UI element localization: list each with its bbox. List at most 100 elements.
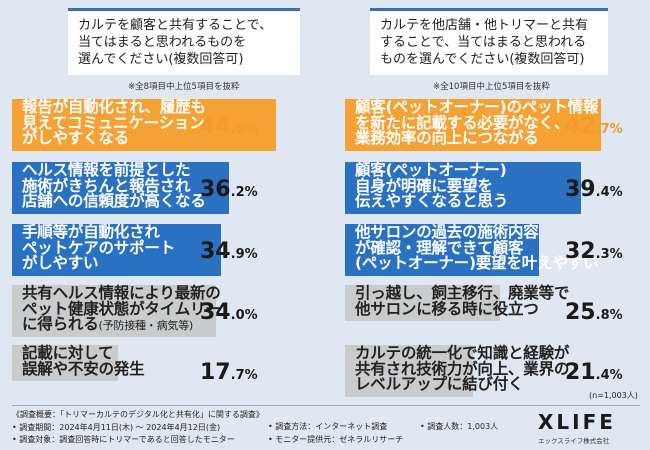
bar-label-left-1: 報告が自動化され、履歴も 見えてコミュニケーション がしやすくなる — [22, 98, 206, 147]
footer-title: 《調査概要：「トリマーカルテのデジタル化と共有化」に関する調査》 — [12, 410, 264, 419]
footer-target: • 調査対象：調査回答時にトリマーであると回答したモニター — [12, 435, 235, 444]
bar-left-3 — [12, 224, 221, 276]
logo-sub-text: エックスライフ株式会社 — [538, 437, 610, 445]
left-title-line-1: カルテを顧客と共有することで、 — [78, 18, 273, 33]
value-integer: 42 — [565, 114, 596, 139]
bar-left-1 — [12, 99, 276, 151]
bar-label-line: 手順等が自動化され — [22, 223, 160, 241]
bar-label-line: 顧客(ペットオーナー)のペット情報 — [355, 98, 599, 116]
left-title-line-3: 選んでください(複数回答可) — [78, 52, 244, 67]
bar-label-line: (ペットオーナー)要望を叶えやすい — [355, 254, 599, 272]
bar-label-line: 共有ヘルス情報により最新の — [22, 284, 221, 302]
bar-label-line: 記載に対して — [22, 344, 114, 362]
value-decimal: .7% — [230, 368, 258, 383]
left-title-line-2: 当てはまると思われるものを — [78, 35, 247, 50]
bar-label-suffix: (予防接種・病気等) — [98, 319, 194, 332]
bar-left-4 — [12, 285, 216, 337]
logo-main-text: XLIFE — [538, 410, 616, 434]
bar-label-line: がしやすくなる — [22, 129, 129, 147]
right-note: ※全10項目中上位5項目を抜粋 — [433, 82, 550, 92]
left-note: ※全8項目中上位5項目を抜粋 — [128, 82, 240, 92]
bar-right-4 — [345, 285, 500, 321]
value-decimal: .0% — [230, 308, 258, 323]
bar-label-line: 自身が明確に要望を — [355, 176, 493, 195]
bar-label-right-4: 引っ越し、飼主移行、廃業等で 他サロンに移る時に役立つ — [355, 284, 570, 318]
bar-label-line: 伝えやすくなると思う — [355, 192, 509, 210]
bar-label-line: 他サロンに移る時に役立つ — [355, 299, 539, 318]
value-decimal: .3% — [595, 247, 623, 262]
footer-divider — [12, 405, 640, 406]
value-decimal: .2% — [230, 185, 258, 200]
bar-label-left-5: 記載に対して 誤解や不安の発生 — [22, 344, 145, 378]
value-decimal: .7% — [595, 122, 623, 137]
value-integer: 21 — [565, 360, 596, 385]
footer-method: • 調査方法：インターネット調査 — [268, 422, 388, 431]
value-decimal: .9% — [230, 247, 258, 262]
bar-label-line: 共有され技術力が向上、業界の — [355, 359, 570, 378]
bar-label-right-5: カルテの統一化で知識と経験が 共有され技術力が向上、業界の レベルアップに結び付く — [355, 344, 570, 393]
bar-label-line: 施術がきちんと報告され — [22, 176, 191, 195]
bar-label-line: を新たに記載する必要がなく、 — [355, 113, 570, 132]
bar-label-line: 引っ越し、飼主移行、廃業等で — [355, 284, 570, 302]
bar-label-left-4: 共有ヘルス情報により最新の ペット健康状態がタイムリー に得られる(予防接種・病気等… — [22, 284, 221, 334]
value-integer: 39 — [565, 177, 596, 202]
left-chart-title: カルテを顧客と共有することで、 当てはまると思われるものを 選んでください(複数… — [68, 8, 300, 75]
footer-count: • 調査人数：1,003人 — [420, 422, 499, 431]
bar-label-left-3: 手順等が自動化され ペットケアのサポート がしやすい — [22, 223, 176, 272]
value-integer: 34 — [200, 300, 231, 325]
value-integer: 34 — [200, 239, 231, 264]
value-integer: 36 — [200, 177, 231, 202]
bar-label-line: 業務効率の向上につながる — [355, 129, 539, 147]
right-chart-title: カルテを他店舗・他トリマーと共有 することで、当てはまると思われる ものを選んで… — [370, 8, 608, 75]
footer-period: • 調査期間：2024年4月11日(木) 〜 2024年4月12日(金) — [12, 422, 221, 432]
bar-value-right-4: 25.8% — [565, 300, 623, 325]
bar-label-right-3: 他サロンの過去の施術内容 が確認・理解できて顧客 (ペットオーナー)要望を叶えやすい — [355, 223, 599, 272]
value-integer: 32 — [565, 239, 596, 264]
bar-label-line: 他サロンの過去の施術内容 — [355, 223, 539, 241]
bar-right-1 — [345, 99, 601, 151]
value-decimal: .8% — [595, 308, 623, 323]
bar-label-line: 見えてコミュニケーション — [22, 113, 205, 132]
bar-value-left-1: 44.0% — [200, 114, 258, 139]
value-decimal: .0% — [230, 122, 258, 137]
value-integer: 44 — [200, 114, 231, 139]
sample-size-note: (n=1,003人) — [589, 391, 638, 400]
bar-right-3 — [345, 224, 539, 276]
bar-right-2 — [345, 162, 581, 214]
bar-label-line: がしやすい — [22, 254, 99, 272]
bar-left-5 — [12, 345, 118, 381]
survey-footer: 《調査概要：「トリマーカルテのデジタル化と共有化」に関する調査》 • 調査期間：… — [12, 409, 264, 447]
bar-value-left-4: 34.0% — [200, 300, 258, 325]
bar-label-line: に得られる(予防接種・病気等) — [22, 315, 194, 333]
bar-label-line: 報告が自動化され、履歴も — [22, 98, 206, 116]
right-title-line-1: カルテを他店舗・他トリマーと共有 — [380, 18, 589, 33]
bar-value-left-2: 36.2% — [200, 177, 258, 202]
bar-label-line: ヘルス情報を前提とした — [22, 161, 191, 179]
right-title-line-2: することで、当てはまると思われる — [380, 35, 587, 50]
bar-value-right-5: 21.4% — [565, 360, 623, 385]
bar-label-line: 店舗への信頼度が高くなる — [22, 192, 206, 210]
bar-label-line: 顧客(ペットオーナー) — [355, 161, 507, 179]
bar-label-left-2: ヘルス情報を前提とした 施術がきちんと報告され 店舗への信頼度が高くなる — [22, 161, 206, 210]
value-integer: 25 — [565, 300, 596, 325]
value-integer: 17 — [200, 360, 231, 385]
value-decimal: .4% — [595, 185, 623, 200]
bar-label-line: ペットケアのサポート — [22, 238, 176, 257]
bar-label-right-2: 顧客(ペットオーナー) 自身が明確に要望を 伝えやすくなると思う — [355, 161, 509, 210]
value-decimal: .4% — [595, 368, 623, 383]
bar-label-right-1: 顧客(ペットオーナー)のペット情報 を新たに記載する必要がなく、 業務効率の向上につ… — [355, 98, 599, 147]
bar-value-right-1: 42.7% — [565, 114, 623, 139]
bar-right-5 — [345, 345, 473, 397]
right-title-line-3: ものを選んでください(複数回答可) — [380, 52, 585, 67]
bar-label-line: レベルアップに結び付く — [355, 375, 524, 393]
bar-label-line: カルテの統一化で知識と経験が — [355, 344, 570, 362]
bar-value-right-3: 32.3% — [565, 239, 623, 264]
bar-label-line: ペット健康状態がタイムリー — [22, 299, 221, 318]
bar-label-line: 誤解や不安の発生 — [22, 359, 145, 378]
bar-value-left-5: 17.7% — [200, 360, 258, 385]
bar-value-right-2: 39.4% — [565, 177, 623, 202]
company-logo: XLIFE エックスライフ株式会社 — [538, 410, 638, 445]
bar-left-2 — [12, 162, 229, 214]
footer-provider: • モニター提供元：ゼネラルリサーチ — [268, 435, 404, 444]
bar-value-left-3: 34.9% — [200, 239, 258, 264]
